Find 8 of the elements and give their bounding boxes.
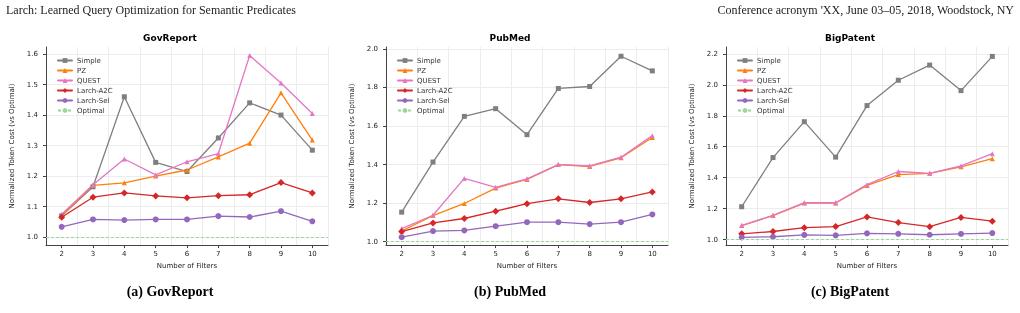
text: Conference acronym 'XX, June 03–05, 2018, Woodstock, NY <box>717 3 1014 18</box>
text: Larch: Learned Query Optimization for Semantic Predicates <box>6 3 296 18</box>
text: (c) BigPatent <box>809 284 891 300</box>
chart-title: GovReport <box>143 32 198 43</box>
chart-title: PubMed <box>489 32 531 43</box>
text: (a) GovReport <box>125 284 215 300</box>
chart-title: BigPatent <box>825 32 876 43</box>
text: (b) PubMed <box>473 284 547 300</box>
